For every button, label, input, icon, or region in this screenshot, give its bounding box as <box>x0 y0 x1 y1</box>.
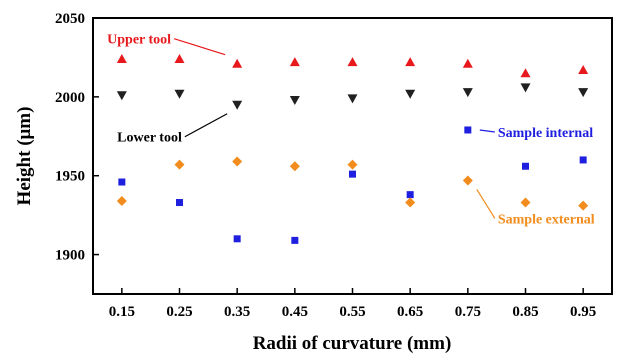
data-point-lower-tool <box>578 88 589 98</box>
x-axis: 0.15 0.25 0.35 0.45 0.55 0.65 0.75 0.85 0.95 <box>109 288 596 320</box>
annotation-leader-line <box>476 189 496 219</box>
x-tick-label: 0.75 <box>455 304 481 320</box>
data-point-sample-internal <box>579 156 587 164</box>
annotation-leader-line <box>173 38 226 56</box>
data-point-sample-internal <box>464 126 472 134</box>
x-tick-label: 0.65 <box>397 304 423 320</box>
y-axis: 1900 1950 2000 2050 <box>55 11 99 264</box>
data-point-upper-tool <box>289 57 300 67</box>
y-axis-title: Height (μm) <box>14 107 35 206</box>
annotation-leader-line <box>184 113 228 138</box>
data-point-sample-internal <box>118 178 126 186</box>
data-point-sample-external <box>520 197 531 208</box>
data-point-lower-tool <box>462 88 473 98</box>
annotation-label-sample-internal: Sample internal <box>498 126 593 141</box>
data-point-sample-internal <box>233 235 241 243</box>
x-tick-label: 0.55 <box>339 304 365 320</box>
data-point-lower-tool <box>232 100 243 110</box>
data-point-sample-internal <box>176 199 183 207</box>
data-point-sample-external <box>232 156 243 167</box>
y-tick-label: 1900 <box>55 248 85 264</box>
x-tick-label: 0.85 <box>512 304 538 320</box>
data-point-lower-tool <box>405 89 416 99</box>
data-point-lower-tool <box>174 89 185 99</box>
x-tick-label: 0.35 <box>224 304 250 320</box>
data-point-upper-tool <box>405 57 416 67</box>
x-tick-label: 0.25 <box>166 304 192 320</box>
data-markers <box>116 54 589 244</box>
data-point-lower-tool <box>289 96 300 106</box>
data-point-upper-tool <box>174 54 185 64</box>
annotations: Upper tool Lower tool Sample internal Sampl… <box>107 33 595 228</box>
data-point-upper-tool <box>347 57 358 67</box>
data-point-upper-tool <box>520 68 531 78</box>
data-point-sample-external <box>462 175 473 186</box>
annotation-label-sample-external: Sample external <box>498 212 595 227</box>
x-tick-label: 0.15 <box>109 304 135 320</box>
data-point-upper-tool <box>116 54 127 64</box>
data-point-sample-internal <box>522 162 529 170</box>
data-point-sample-internal <box>291 236 299 244</box>
data-point-sample-internal <box>406 191 414 199</box>
data-point-sample-external <box>289 161 300 172</box>
annotation-label-lower-tool: Lower tool <box>117 131 182 146</box>
data-point-sample-internal <box>349 170 356 178</box>
annotation-label-upper-tool: Upper tool <box>107 33 171 48</box>
data-point-upper-tool <box>462 58 473 68</box>
x-tick-label: 0.45 <box>282 304 308 320</box>
data-point-lower-tool <box>347 94 358 104</box>
data-point-upper-tool <box>578 65 589 75</box>
data-point-upper-tool <box>232 58 243 68</box>
annotation-leader-line <box>479 129 495 133</box>
y-tick-label: 2050 <box>55 11 85 27</box>
y-tick-label: 2000 <box>55 90 85 106</box>
y-tick-label: 1950 <box>55 169 85 185</box>
data-point-lower-tool <box>520 83 531 93</box>
x-tick-label: 0.95 <box>570 304 596 320</box>
x-axis-title: Radii of curvature (mm) <box>253 333 452 354</box>
data-point-sample-external <box>174 159 185 170</box>
data-point-sample-external <box>347 159 358 170</box>
data-point-sample-external <box>116 195 127 206</box>
data-point-lower-tool <box>116 91 127 101</box>
data-point-sample-external <box>578 200 589 211</box>
data-point-sample-external <box>405 197 416 208</box>
